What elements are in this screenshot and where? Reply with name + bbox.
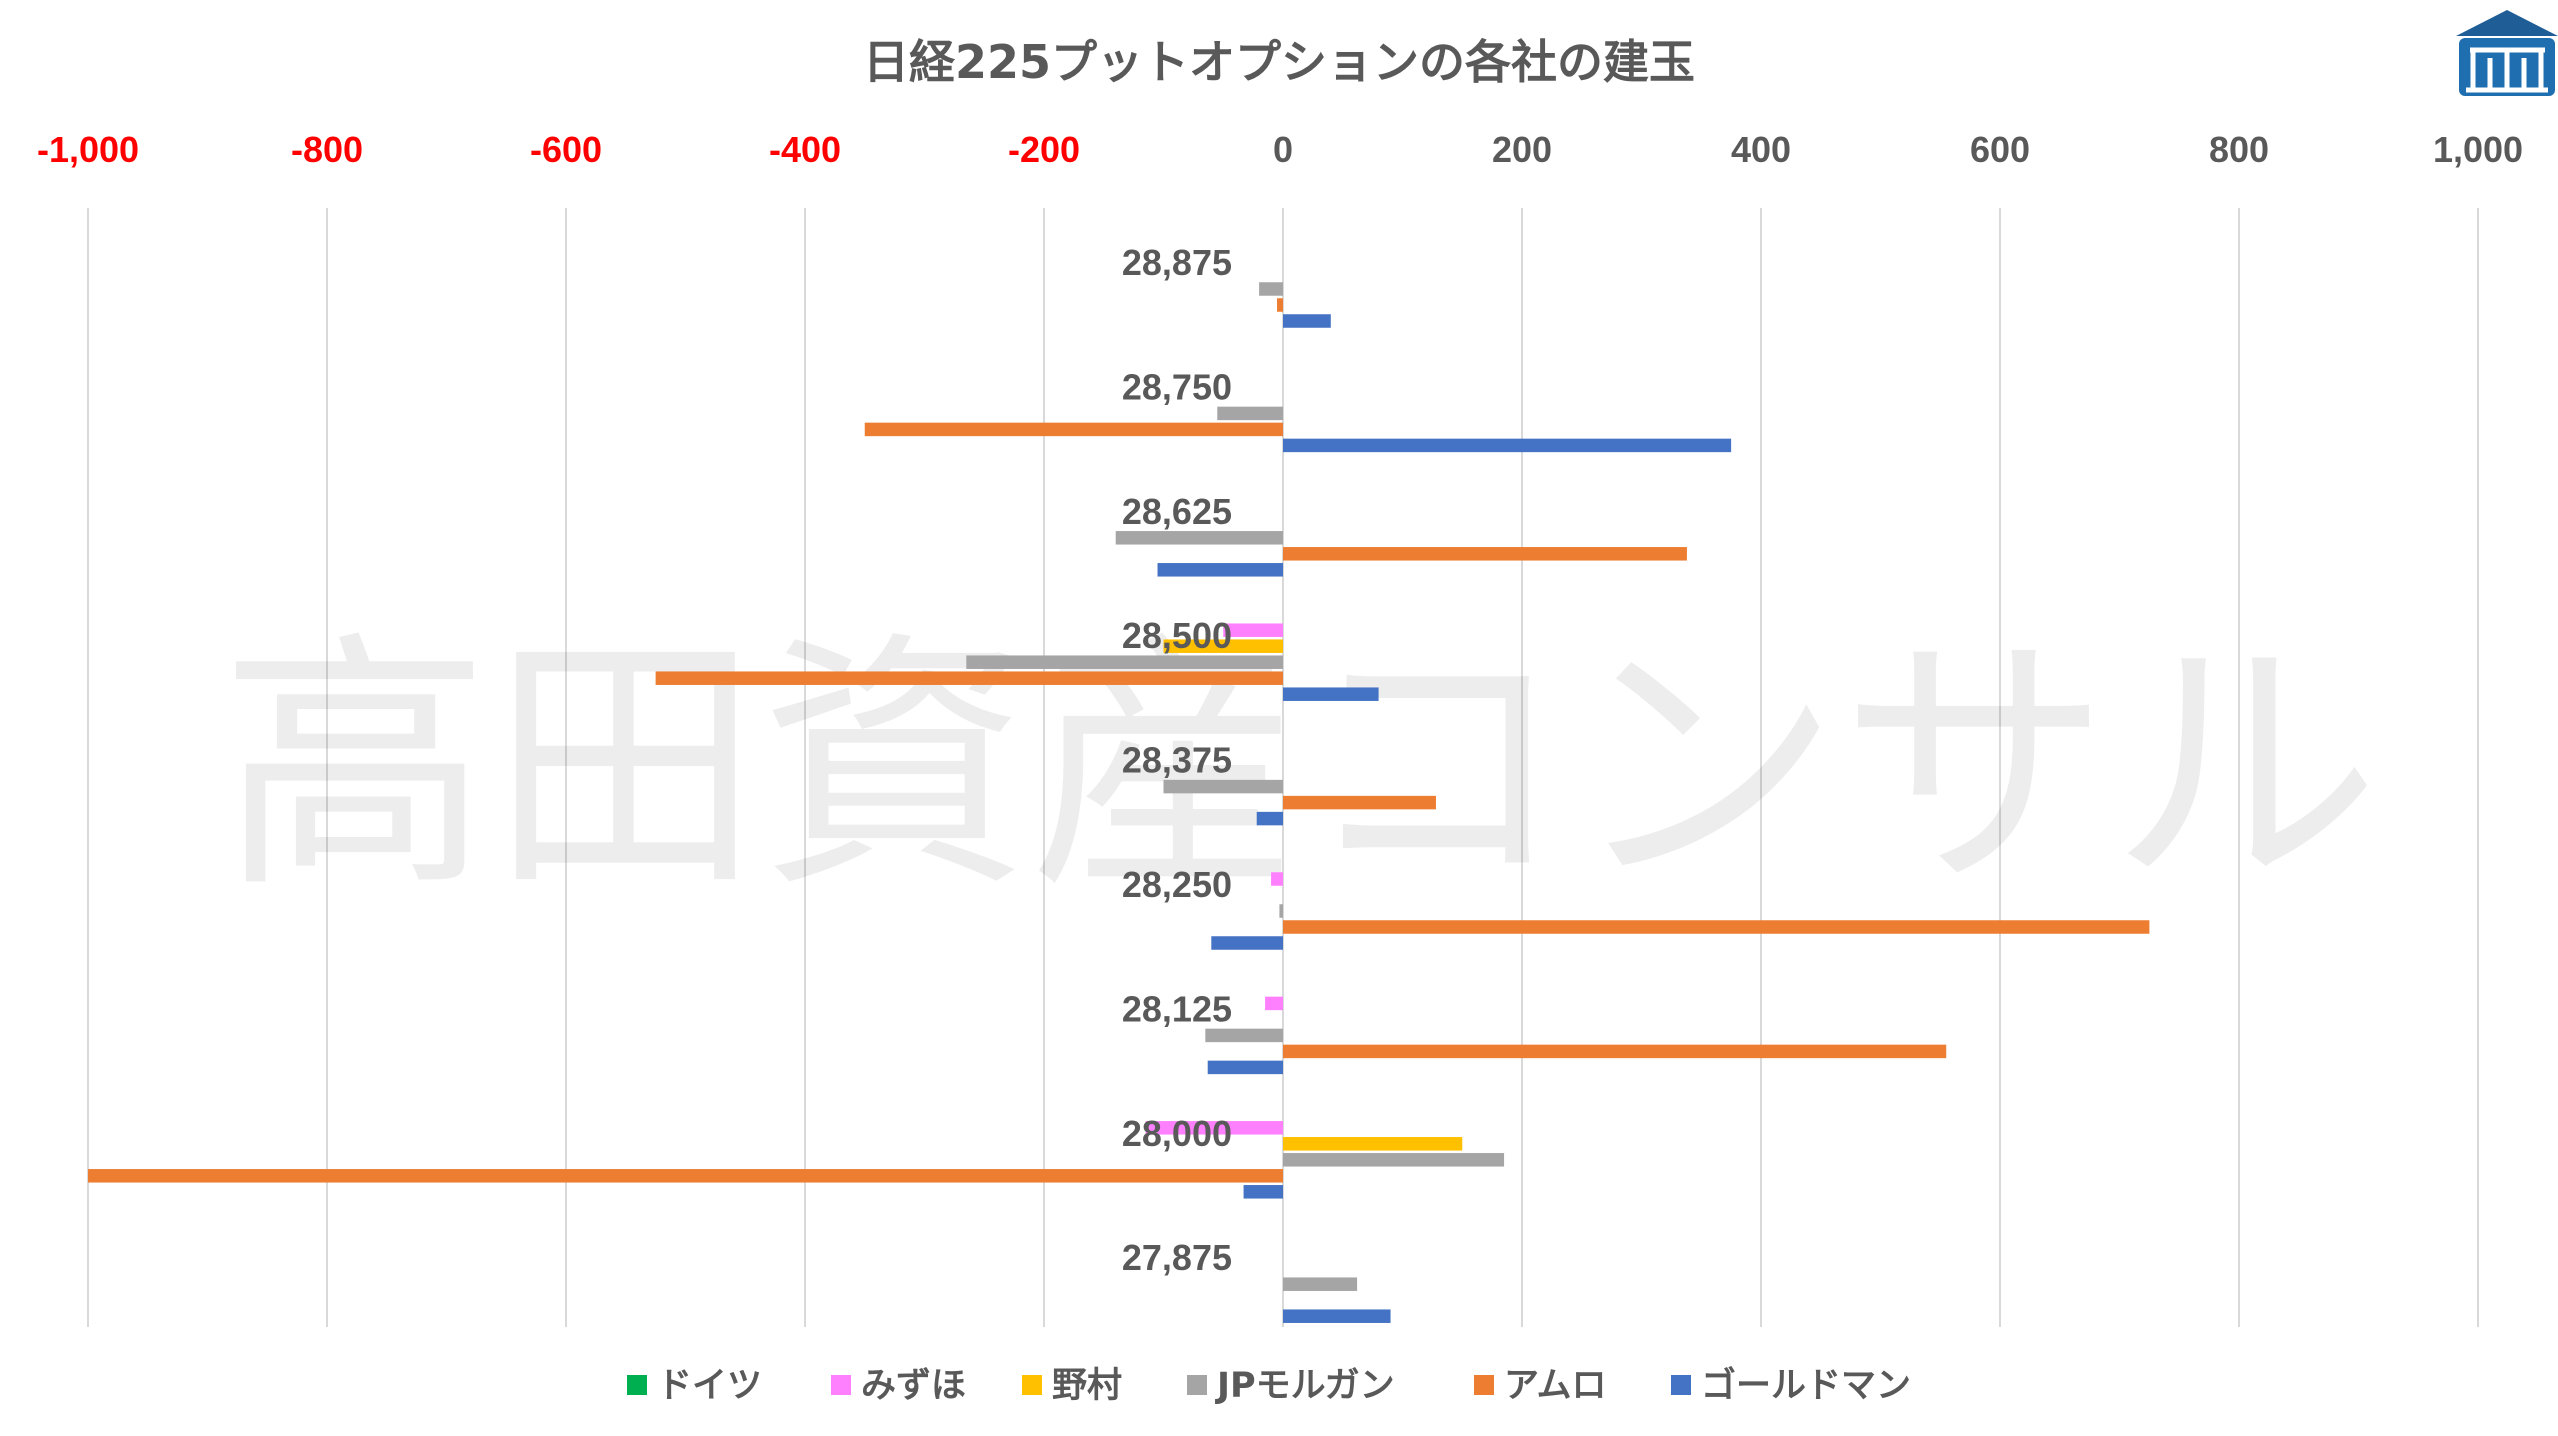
bar	[1279, 904, 1283, 918]
bar	[1205, 1028, 1283, 1043]
legend-swatch	[1187, 1375, 1207, 1395]
gridlines	[87, 208, 2479, 1327]
legend-label: 野村	[1052, 1366, 1122, 1406]
x-tick-label: -400	[769, 129, 841, 170]
y-tick-label: 28,000	[1122, 1113, 1232, 1154]
bar	[88, 1169, 1283, 1183]
x-tick-label: 200	[1492, 129, 1552, 170]
bar	[1271, 872, 1283, 886]
bar	[1283, 795, 1436, 810]
bar	[1145, 1121, 1283, 1135]
legend-swatch	[831, 1375, 851, 1395]
y-tick-label: 28,250	[1122, 864, 1232, 905]
bar	[1115, 531, 1283, 545]
legend-label: ドイツ	[657, 1366, 762, 1406]
legend-swatch	[1671, 1375, 1691, 1395]
x-tick-label: -800	[291, 129, 363, 170]
legend-label: アムロ	[1504, 1366, 1607, 1406]
bar	[1283, 1044, 1947, 1059]
watermark-text: 高田資産コンサル	[220, 609, 2380, 924]
legend-swatch	[1022, 1375, 1042, 1395]
y-tick-label: 27,875	[1122, 1237, 1232, 1278]
x-tick-label: -200	[1008, 129, 1080, 170]
logo-icon	[2456, 10, 2558, 96]
bar	[1256, 811, 1283, 826]
x-tick-label: 400	[1731, 129, 1791, 170]
legend-label: みずほ	[861, 1366, 966, 1406]
legend-swatch	[1474, 1375, 1494, 1395]
bar	[1283, 920, 2150, 934]
bar	[1283, 438, 1732, 453]
bar	[966, 655, 1283, 669]
bar	[864, 422, 1283, 437]
x-axis-ticks: -1,000 -800 -600 -400 -200 0 200 400 600 800 1,000	[37, 129, 2523, 170]
bars	[88, 282, 2150, 1323]
y-tick-label: 28,375	[1122, 740, 1232, 781]
bar	[1259, 282, 1283, 296]
legend-swatch	[627, 1375, 647, 1395]
y-tick-label: 28,125	[1122, 988, 1232, 1029]
bar	[1265, 996, 1283, 1011]
bar	[1243, 1185, 1283, 1199]
legend: ドイツ みずほ 野村 JPモルガン アムロ ゴールドマン	[627, 1365, 1911, 1406]
bar	[1211, 936, 1283, 950]
y-tick-label: 28,625	[1122, 491, 1232, 532]
y-tick-label: 28,750	[1122, 366, 1232, 407]
bar	[1283, 687, 1379, 701]
legend-label: JPモルガン	[1215, 1366, 1395, 1406]
bar	[1163, 639, 1283, 653]
bar	[1223, 623, 1283, 637]
bar	[1283, 1309, 1391, 1323]
bar	[1283, 547, 1687, 561]
y-tick-label: 28,875	[1122, 242, 1232, 283]
x-tick-label: -1,000	[37, 129, 139, 170]
y-tick-label: 28,500	[1122, 615, 1232, 656]
bar	[1157, 563, 1283, 577]
x-tick-label: 600	[1970, 129, 2030, 170]
x-tick-label: 1,000	[2433, 129, 2523, 170]
bar	[1283, 314, 1331, 328]
bar	[1277, 298, 1283, 312]
bar	[1283, 1277, 1358, 1291]
x-tick-label: 800	[2209, 129, 2269, 170]
bar	[1163, 779, 1283, 794]
chart-title: 日経225プットオプションの各社の建玉	[863, 35, 1695, 89]
bar	[1283, 1137, 1463, 1151]
y-axis-ticks: 28,875 28,750 28,625 28,500 28,375 28,250 28,1…	[1122, 242, 1232, 1278]
bar	[1283, 1153, 1505, 1167]
bar	[655, 671, 1283, 685]
bar	[1217, 406, 1283, 421]
x-tick-label: 0	[1273, 129, 1293, 170]
bar	[1207, 1060, 1283, 1075]
legend-label: ゴールドマン	[1701, 1365, 1911, 1406]
x-tick-label: -600	[530, 129, 602, 170]
